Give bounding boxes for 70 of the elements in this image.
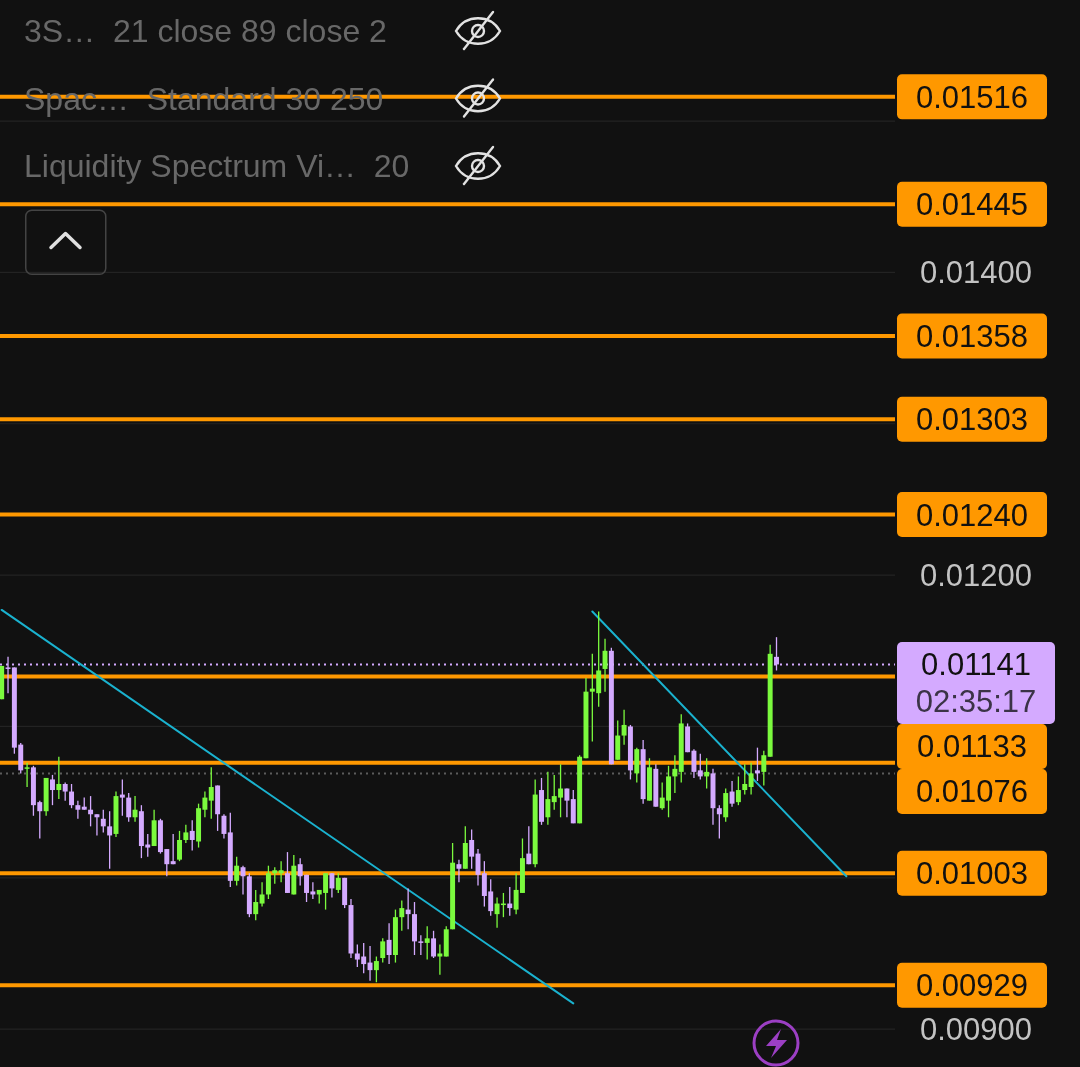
candlestick xyxy=(729,780,735,808)
candlestick xyxy=(100,809,106,834)
candlestick xyxy=(672,754,678,794)
candlestick xyxy=(62,781,68,802)
legend-label: 0.01076 xyxy=(915,773,1029,809)
candlestick xyxy=(373,955,379,983)
ref-line-label: 0.01516 xyxy=(915,79,1029,115)
annotation: 3S… 21 close 89 close 2 xyxy=(24,13,387,49)
y-tick-label: 0.00900 xyxy=(919,1011,1033,1047)
candlestick xyxy=(189,819,195,852)
candlestick xyxy=(24,762,30,788)
candlestick xyxy=(754,747,760,782)
candlestick xyxy=(234,855,240,887)
candlestick xyxy=(183,824,189,844)
candlestick xyxy=(704,757,710,790)
y-tick-label: 0.01400 xyxy=(919,254,1033,290)
candlestick xyxy=(697,753,703,781)
ref-line-label: 0.00929 xyxy=(915,967,1029,1003)
candlestick xyxy=(278,860,284,884)
candlestick xyxy=(335,872,341,894)
candlestick xyxy=(380,937,386,964)
candlestick xyxy=(748,762,754,796)
ref-line-label: 0.01240 xyxy=(915,497,1029,533)
candlestick xyxy=(119,778,125,817)
candlestick xyxy=(170,833,176,865)
candlestick xyxy=(564,787,570,818)
candlestick xyxy=(399,899,405,932)
candlestick xyxy=(716,804,722,840)
candlestick xyxy=(761,750,767,787)
candlestick xyxy=(545,771,551,826)
candlestick xyxy=(405,887,411,930)
ref-line-label: 0.01003 xyxy=(915,855,1029,891)
candlestick xyxy=(56,756,62,800)
candlestick xyxy=(259,881,265,908)
candlestick xyxy=(735,775,741,806)
candlestick xyxy=(88,795,94,828)
candlestick xyxy=(253,889,259,921)
ref-line-label: 0.01133 xyxy=(917,728,1027,764)
candlestick xyxy=(265,865,271,900)
candlestick xyxy=(418,934,424,956)
y-tick-label: 0.01200 xyxy=(919,557,1033,593)
ref-line-label: 0.01141 02:35:17 xyxy=(915,646,1037,719)
candlestick xyxy=(424,925,430,961)
candlestick xyxy=(285,851,290,894)
candlestick xyxy=(94,813,100,837)
candlestick xyxy=(621,709,627,746)
candlestick xyxy=(431,930,437,959)
candlestick xyxy=(329,872,335,899)
candlestick xyxy=(69,783,75,809)
candlestick xyxy=(469,828,475,870)
candlestick xyxy=(126,792,132,823)
candlestick xyxy=(367,945,373,982)
candlestick xyxy=(107,810,113,870)
candlestick xyxy=(437,943,443,976)
candlestick xyxy=(75,799,81,820)
ref-line-label: 0.01445 xyxy=(915,186,1029,222)
ref-line-label: 0.01358 xyxy=(915,318,1029,354)
candlestick xyxy=(132,795,138,823)
annotation: Liquidity Spectrum Vi… 20 xyxy=(24,148,410,184)
candlestick xyxy=(50,774,55,806)
ref-line-label: 0.01303 xyxy=(915,401,1029,437)
candlestick xyxy=(221,813,227,840)
candlestick xyxy=(456,859,462,884)
candlestick xyxy=(602,638,608,693)
candlestick xyxy=(742,763,748,796)
candlestick xyxy=(208,766,214,820)
candlestick xyxy=(526,825,532,865)
candlestick xyxy=(386,922,392,965)
candlestick xyxy=(507,886,513,917)
candlestick xyxy=(177,830,182,862)
